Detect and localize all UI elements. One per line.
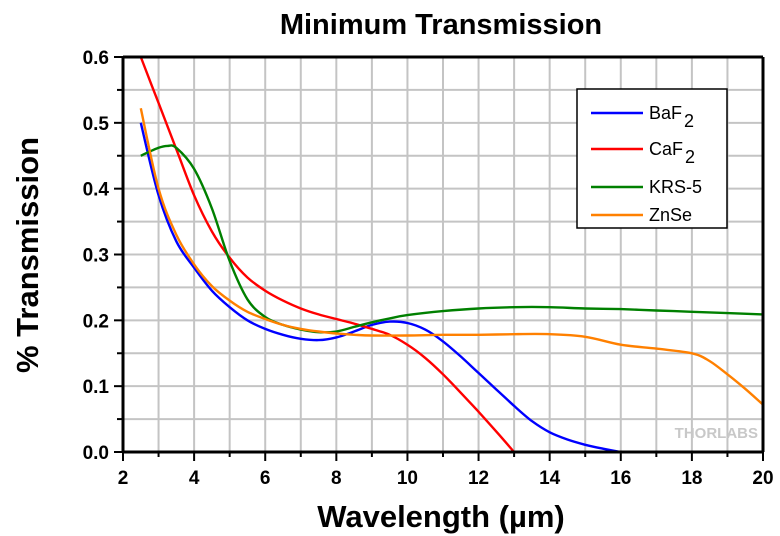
series-layer: [139, 56, 764, 454]
legend-label-caf2: CaF 2: [649, 139, 695, 167]
series-line-znse: [139, 108, 764, 406]
grid: [123, 57, 763, 452]
x-tick-label: 12: [468, 468, 489, 489]
legend-label-baf2: BaF 2: [649, 103, 694, 131]
y-tick-label: 0.1: [83, 377, 110, 398]
x-axis-label: Wavelength (µm): [317, 499, 565, 534]
x-tick-label: 20: [752, 468, 773, 489]
y-axis-label: % Transmission: [10, 137, 45, 373]
x-tick-label: 10: [397, 468, 418, 489]
legend: BaF 2 CaF 2 KRS-5 ZnSe: [576, 88, 728, 229]
thorlabs-watermark: THORLABS: [675, 425, 758, 442]
y-tick-label: 0.3: [83, 246, 109, 267]
x-tick-label: 18: [681, 468, 702, 489]
x-tick-label: 4: [189, 468, 200, 489]
series-line-baf2: [139, 122, 621, 454]
x-tick-label: 16: [610, 468, 631, 489]
x-tick-label: 8: [331, 468, 342, 489]
ticks: 2 4 6 8 10 12 14 16 18 20 0.0 0.1 0.2 0.3 0.4 0.5 0.6: [83, 48, 774, 489]
series-line-caf2: [139, 56, 515, 453]
y-tick-label: 0.2: [83, 311, 109, 332]
chart-title: Minimum Transmission: [280, 9, 602, 41]
y-tick-label: 0.0: [83, 443, 109, 464]
y-tick-label: 0.5: [83, 114, 110, 135]
legend-label-krs-5: KRS-5: [649, 177, 702, 197]
x-tick-label: 6: [260, 468, 271, 489]
x-tick-label: 2: [118, 468, 129, 489]
legend-label-znse: ZnSe: [649, 205, 692, 225]
x-tick-label: 14: [539, 468, 561, 489]
y-tick-label: 0.6: [83, 48, 109, 69]
series-line-krs-5: [140, 144, 764, 334]
y-tick-label: 0.4: [83, 180, 110, 201]
